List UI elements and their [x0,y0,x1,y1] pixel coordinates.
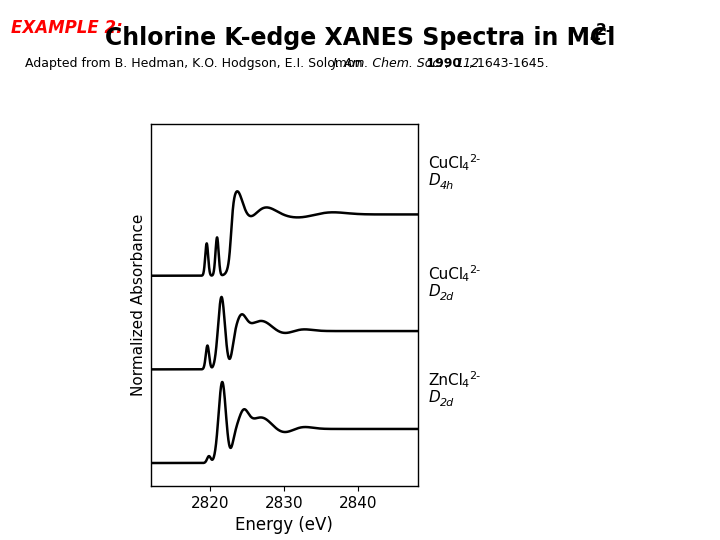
Text: 2d: 2d [440,292,454,302]
Text: 1990: 1990 [422,57,461,70]
Text: 4: 4 [462,162,469,172]
Text: CuCl: CuCl [428,156,464,171]
Text: Adapted from B. Hedman, K.O. Hodgson, E.I. Solomon: Adapted from B. Hedman, K.O. Hodgson, E.… [25,57,366,70]
Text: 2-: 2- [469,371,480,381]
Text: 2d: 2d [440,398,454,408]
X-axis label: Energy (eV): Energy (eV) [235,516,333,534]
Text: Chlorine K-edge XANES Spectra in MCl: Chlorine K-edge XANES Spectra in MCl [105,26,615,50]
Text: 2-: 2- [469,154,480,164]
Text: 2-: 2- [469,265,480,275]
Text: 4: 4 [462,379,469,389]
Text: D: D [428,390,440,405]
Text: ZnCl: ZnCl [428,373,463,388]
Text: 4: 4 [462,273,469,283]
Text: 4: 4 [589,30,600,45]
Text: ,: , [445,57,453,70]
Text: 2-: 2- [596,23,613,38]
Text: D: D [428,284,440,299]
Text: , 1643-1645.: , 1643-1645. [469,57,549,70]
Text: J. Am. Chem. Soc.: J. Am. Chem. Soc. [332,57,444,70]
Text: EXAMPLE 2:: EXAMPLE 2: [11,19,122,37]
Text: D: D [428,173,440,188]
Text: CuCl: CuCl [428,267,464,281]
Text: 4h: 4h [440,181,454,191]
Y-axis label: Normalized Absorbance: Normalized Absorbance [130,214,145,396]
Text: 112: 112 [455,57,479,70]
